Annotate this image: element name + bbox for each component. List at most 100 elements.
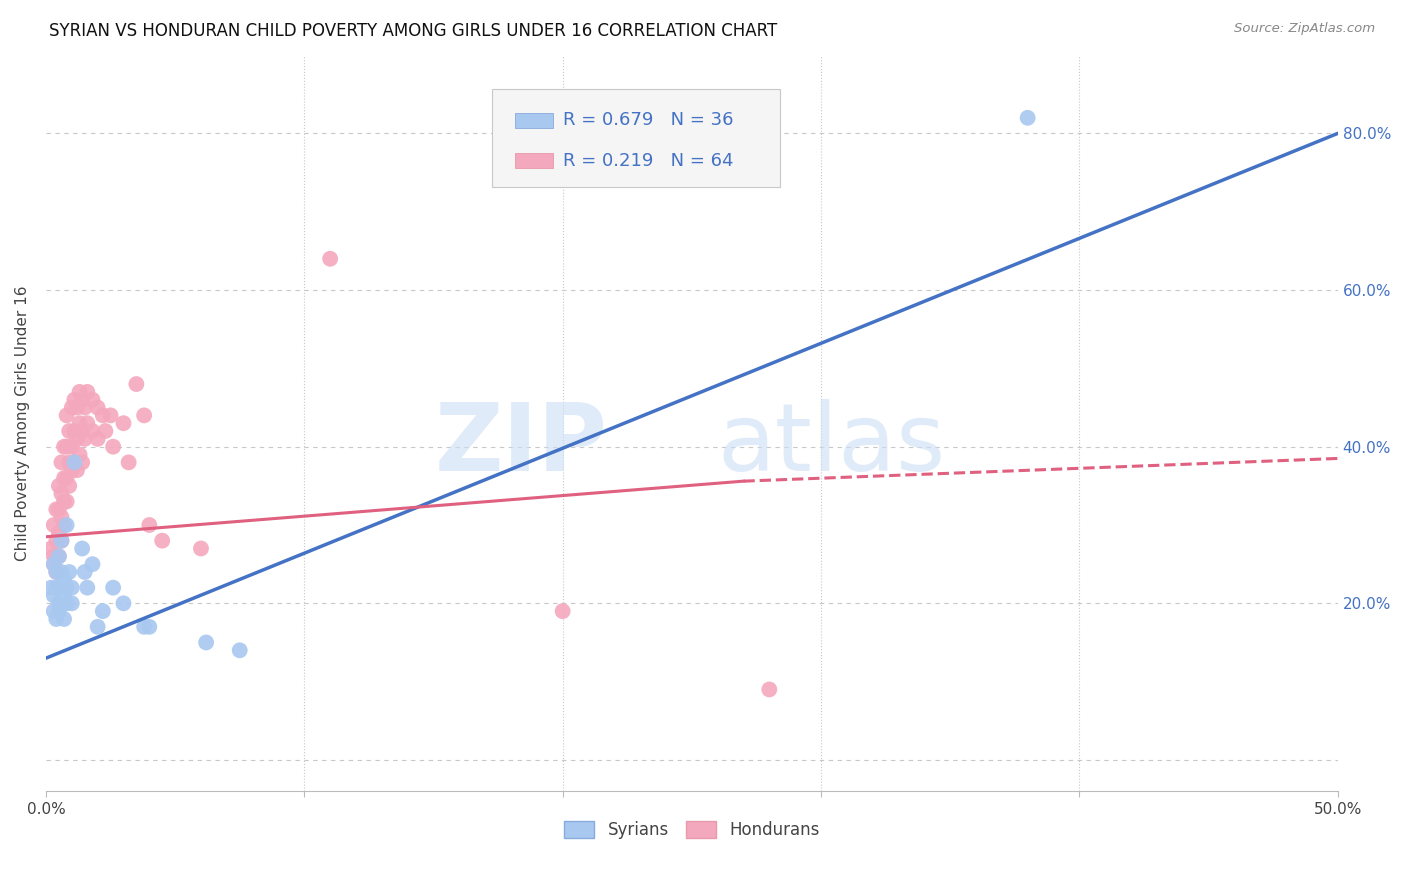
Point (73, 401, 96, 415)
Text: ZIP: ZIP (434, 400, 607, 491)
Point (76, 581, 98, 595)
Point (48, 479, 70, 493)
Point (70, 541, 93, 556)
Point (63, 392, 86, 407)
Point (42, 589, 65, 603)
Point (63, 455, 86, 469)
Point (60, 401, 83, 415)
Point (42, 604, 65, 618)
Point (45, 612, 67, 626)
Point (58, 424, 80, 438)
Point (45, 549, 67, 564)
Point (86, 432, 108, 446)
Point (53, 612, 76, 626)
Point (48, 549, 70, 564)
Point (91, 409, 114, 423)
Text: atlas: atlas (717, 400, 946, 491)
Text: R = 0.679   N = 36: R = 0.679 N = 36 (564, 112, 734, 129)
Point (551, 604, 574, 618)
Point (53, 440, 76, 454)
Point (51, 565, 73, 579)
Point (60, 581, 83, 595)
Point (134, 409, 156, 423)
Point (63, 424, 86, 438)
Point (55, 471, 77, 485)
Point (117, 455, 139, 469)
Point (101, 440, 124, 454)
Point (55, 409, 77, 423)
Text: SYRIAN VS HONDURAN CHILD POVERTY AMONG GIRLS UNDER 16 CORRELATION CHART: SYRIAN VS HONDURAN CHILD POVERTY AMONG G… (49, 22, 778, 40)
Point (76, 384, 98, 399)
Point (51, 510, 73, 524)
Point (45, 565, 67, 579)
Point (45, 565, 67, 579)
Point (150, 533, 173, 548)
Point (45, 502, 67, 516)
Point (100, 409, 122, 423)
Point (69, 384, 91, 399)
Point (758, 682, 780, 697)
Point (69, 416, 91, 430)
Point (39, 581, 62, 595)
Point (53, 573, 76, 587)
Point (60, 440, 83, 454)
Point (134, 620, 156, 634)
Point (55, 581, 77, 595)
Point (228, 643, 250, 657)
Point (42, 557, 65, 571)
Point (94, 424, 117, 438)
Point (76, 416, 98, 430)
Point (53, 589, 76, 603)
Point (55, 518, 77, 533)
Point (112, 416, 135, 430)
Point (66, 432, 89, 446)
Point (48, 581, 70, 595)
Point (63, 455, 86, 469)
Point (51, 533, 73, 548)
Point (55, 440, 77, 454)
Point (82, 557, 104, 571)
Point (48, 549, 70, 564)
Point (138, 518, 160, 533)
Point (42, 549, 65, 564)
Point (112, 596, 135, 610)
Legend: Syrians, Hondurans: Syrians, Hondurans (558, 814, 825, 846)
Point (55, 494, 77, 508)
Point (42, 518, 65, 533)
Point (48, 502, 70, 516)
Text: R = 0.219   N = 64: R = 0.219 N = 64 (564, 152, 734, 169)
Point (70, 424, 93, 438)
Point (70, 455, 93, 469)
Point (73, 565, 96, 579)
Point (69, 448, 91, 462)
Point (82, 424, 104, 438)
Point (53, 494, 76, 508)
Point (60, 596, 83, 610)
Point (51, 533, 73, 548)
Point (190, 541, 212, 556)
Point (125, 377, 148, 392)
Point (66, 463, 89, 477)
Point (58, 479, 80, 493)
Point (1017, 111, 1039, 125)
Point (53, 518, 76, 533)
Point (82, 392, 104, 407)
Point (58, 455, 80, 469)
Point (39, 541, 62, 556)
Point (48, 525, 70, 540)
Point (91, 604, 114, 618)
Y-axis label: Child Poverty Among Girls Under 16: Child Poverty Among Girls Under 16 (15, 285, 30, 561)
Point (42, 557, 65, 571)
Point (73, 432, 96, 446)
Point (45, 581, 67, 595)
Point (66, 401, 89, 415)
Point (48, 596, 70, 610)
Text: Source: ZipAtlas.com: Source: ZipAtlas.com (1234, 22, 1375, 36)
Point (51, 455, 73, 469)
Point (319, 252, 342, 266)
Point (195, 635, 218, 649)
Point (138, 620, 160, 634)
Point (48, 604, 70, 618)
Point (45, 533, 67, 548)
Point (55, 596, 77, 610)
